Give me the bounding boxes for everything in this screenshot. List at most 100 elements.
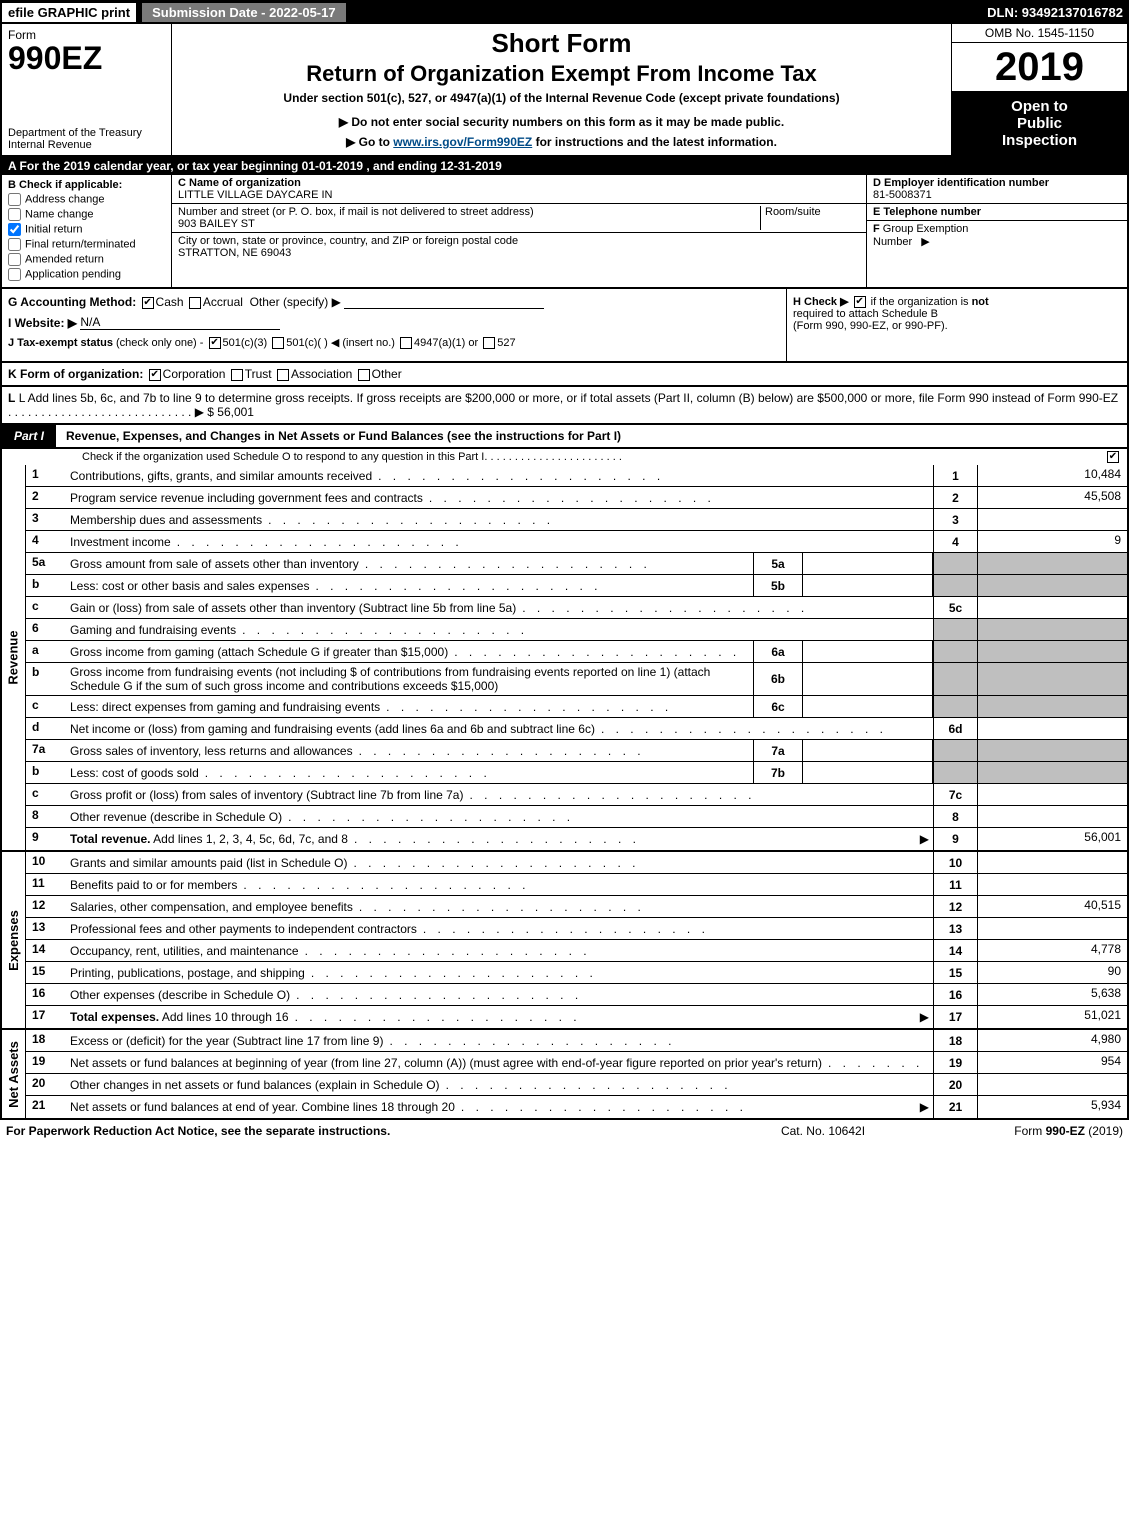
j-4947-check[interactable]: [400, 337, 412, 349]
line-number: 18: [26, 1030, 66, 1051]
right-line-value: [977, 874, 1127, 895]
k-other-check[interactable]: [358, 369, 370, 381]
line-number: 19: [26, 1052, 66, 1073]
right-val-shade: [977, 696, 1127, 717]
right-line-value: 4,778: [977, 940, 1127, 961]
line-number: 13: [26, 918, 66, 939]
right-line-value: [977, 806, 1127, 827]
mid-line-ref: 6b: [753, 663, 803, 695]
mid-line-value: [803, 641, 933, 662]
dept-line2: Internal Revenue: [8, 139, 165, 151]
line-desc: Investment income . . . . . . . . . . . …: [66, 531, 933, 552]
cb-final-return[interactable]: Final return/terminated: [8, 238, 165, 251]
e-phone-label: E Telephone number: [873, 206, 1121, 218]
dept-line1: Department of the Treasury: [8, 127, 165, 139]
g-accrual-check[interactable]: [189, 297, 201, 309]
table-row: dNet income or (loss) from gaming and fu…: [26, 718, 1127, 740]
line-desc: Gross income from gaming (attach Schedul…: [66, 641, 753, 662]
header-right: OMB No. 1545-1150 2019 Open to Public In…: [952, 24, 1127, 155]
line-number: 14: [26, 940, 66, 961]
j-tax-exempt: J Tax-exempt status (check only one) - 5…: [8, 336, 780, 349]
line-desc: Professional fees and other payments to …: [66, 918, 933, 939]
cb-application-pending[interactable]: Application pending: [8, 268, 165, 281]
right-line-ref: 18: [933, 1030, 977, 1051]
right-line-value: 4,980: [977, 1030, 1127, 1051]
efile-print-button[interactable]: efile GRAPHIC print: [0, 1, 138, 24]
table-row: 3Membership dues and assessments . . . .…: [26, 509, 1127, 531]
right-line-value: [977, 1074, 1127, 1095]
right-line-value: [977, 597, 1127, 618]
open1: Open to: [956, 98, 1123, 115]
right-line-ref: 16: [933, 984, 977, 1005]
cb-initial-return[interactable]: Initial return: [8, 223, 165, 236]
j-501c3-check[interactable]: [209, 337, 221, 349]
line-desc: Printing, publications, postage, and shi…: [66, 962, 933, 983]
right-line-value: 5,934: [977, 1096, 1127, 1118]
line-desc: Net income or (loss) from gaming and fun…: [66, 718, 933, 739]
table-row: cGain or (loss) from sale of assets othe…: [26, 597, 1127, 619]
right-line-ref: 20: [933, 1074, 977, 1095]
j-527-check[interactable]: [483, 337, 495, 349]
form-header: Form 990EZ Department of the Treasury In…: [0, 24, 1129, 157]
mid-line-ref: 7a: [753, 740, 803, 761]
line-number: c: [26, 696, 66, 717]
k-corp-check[interactable]: [149, 369, 161, 381]
h-checkbox[interactable]: [854, 296, 866, 308]
line-desc: Program service revenue including govern…: [66, 487, 933, 508]
right-line-ref: 5c: [933, 597, 977, 618]
h-t3: required to attach Schedule B: [793, 308, 938, 320]
right-line-value: [977, 718, 1127, 739]
j-insert: ◀ (insert no.): [331, 337, 395, 349]
line-desc: Excess or (deficit) for the year (Subtra…: [66, 1030, 933, 1051]
dept-treasury: Department of the Treasury Internal Reve…: [8, 127, 165, 151]
j-527: 527: [497, 337, 515, 349]
table-row: 4Investment income . . . . . . . . . . .…: [26, 531, 1127, 553]
cb-name-change[interactable]: Name change: [8, 208, 165, 221]
k-assoc: Association: [291, 367, 352, 381]
col-b-title: B Check if applicable:: [8, 179, 165, 191]
table-row: 10Grants and similar amounts paid (list …: [26, 852, 1127, 874]
g-cash-check[interactable]: [142, 297, 154, 309]
line-number: b: [26, 762, 66, 783]
right-val-shade: [977, 740, 1127, 761]
right-line-ref: 15: [933, 962, 977, 983]
line-number: 15: [26, 962, 66, 983]
cb-amended-return[interactable]: Amended return: [8, 253, 165, 266]
right-line-ref: 9: [933, 828, 977, 850]
k-assoc-check[interactable]: [277, 369, 289, 381]
expenses-table: Expenses 10Grants and similar amounts pa…: [0, 852, 1129, 1030]
line-desc: Contributions, gifts, grants, and simila…: [66, 465, 933, 486]
right-num-shade: [933, 619, 977, 640]
cb-address-change[interactable]: Address change: [8, 193, 165, 206]
g-other-blank[interactable]: [344, 308, 544, 309]
l-text: L Add lines 5b, 6c, and 7b to line 9 to …: [19, 391, 1118, 405]
right-val-shade: [977, 553, 1127, 574]
submission-date-button[interactable]: Submission Date - 2022-05-17: [140, 1, 348, 24]
right-num-shade: [933, 641, 977, 662]
table-row: 19Net assets or fund balances at beginni…: [26, 1052, 1127, 1074]
right-line-ref: 7c: [933, 784, 977, 805]
right-line-value: 45,508: [977, 487, 1127, 508]
mid-line-value: [803, 663, 933, 695]
right-num-shade: [933, 553, 977, 574]
line-desc: Grants and similar amounts paid (list in…: [66, 852, 933, 873]
h-t2: if the organization is: [871, 296, 972, 308]
k-form-org: K Form of organization: Corporation Trus…: [0, 363, 1129, 387]
k-trust-check[interactable]: [231, 369, 243, 381]
right-line-value: 56,001: [977, 828, 1127, 850]
right-line-value: 40,515: [977, 896, 1127, 917]
right-line-value: 90: [977, 962, 1127, 983]
right-line-value: [977, 852, 1127, 873]
line-desc: Other expenses (describe in Schedule O) …: [66, 984, 933, 1005]
line-desc: Gross profit or (loss) from sales of inv…: [66, 784, 933, 805]
table-row: aGross income from gaming (attach Schedu…: [26, 641, 1127, 663]
part1-scho-check[interactable]: [1107, 451, 1119, 463]
line-number: 10: [26, 852, 66, 873]
header-mid: Short Form Return of Organization Exempt…: [172, 24, 952, 155]
tax-year: 2019: [952, 43, 1127, 92]
right-line-ref: 12: [933, 896, 977, 917]
line-number: a: [26, 641, 66, 662]
irs-link[interactable]: www.irs.gov/Form990EZ: [393, 135, 532, 149]
j-501c-check[interactable]: [272, 337, 284, 349]
mid-line-ref: 6c: [753, 696, 803, 717]
